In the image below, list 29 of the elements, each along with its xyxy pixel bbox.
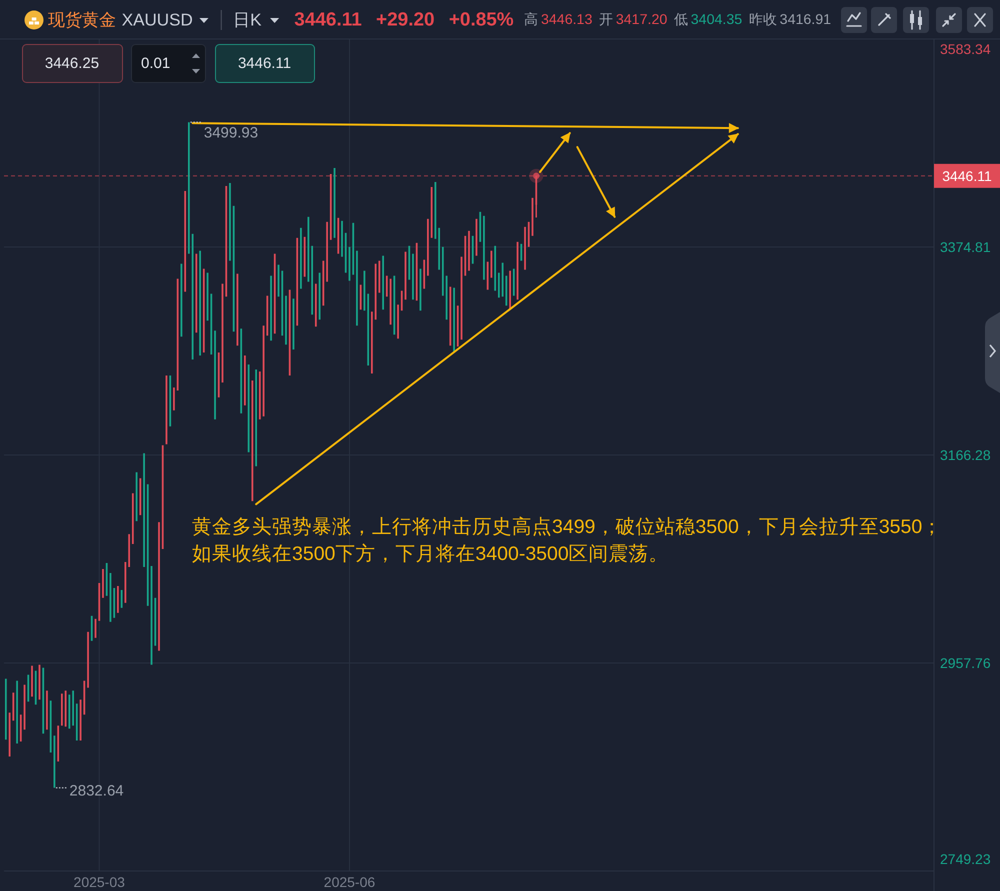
text: +0.85% — [448, 10, 514, 30]
chart-title: 现货黄金 — [48, 10, 116, 30]
x-tick-label: 2025-06 — [324, 874, 376, 890]
text: 3446.11 — [294, 10, 362, 30]
text: 开 — [599, 12, 614, 28]
text: 3404.35 — [690, 12, 742, 28]
y-tick-label: 2749.23 — [940, 851, 991, 867]
text: +29.20 — [376, 10, 435, 30]
annotation: 0.01 — [141, 55, 170, 72]
x-tick-label: 2025-03 — [74, 874, 126, 890]
annotation: 如果收线在3500下方，下月将在3400-3500区间震荡。 — [192, 542, 669, 565]
text: 3416.91 — [780, 12, 832, 28]
annotation: 2832.64 — [69, 782, 124, 800]
annotation: 3499.93 — [204, 124, 258, 142]
text: 低 — [674, 12, 688, 28]
text: 3417.20 — [616, 12, 668, 28]
y-tick-label: 3166.28 — [940, 447, 991, 464]
annotation: 黄金多头强势暴涨，上行将冲击历史高点3499，破位站稳3500，下月会拉升至3550； — [192, 515, 942, 538]
ref-line-label: 3446.11 — [942, 168, 992, 184]
text: 日K — [233, 10, 262, 30]
text: 3446.13 — [540, 12, 592, 28]
y-tick-label: 3583.34 — [940, 41, 991, 57]
y-tick-label: 2957.76 — [940, 654, 991, 671]
annotation: 3446.11 — [238, 55, 292, 72]
text: 高 — [524, 12, 538, 28]
y-tick-label: 3374.81 — [940, 239, 991, 255]
annotation: 3446.25 — [44, 55, 100, 72]
text: 昨收 — [748, 12, 777, 28]
chart-subtitle: XAUUSD — [122, 10, 193, 30]
